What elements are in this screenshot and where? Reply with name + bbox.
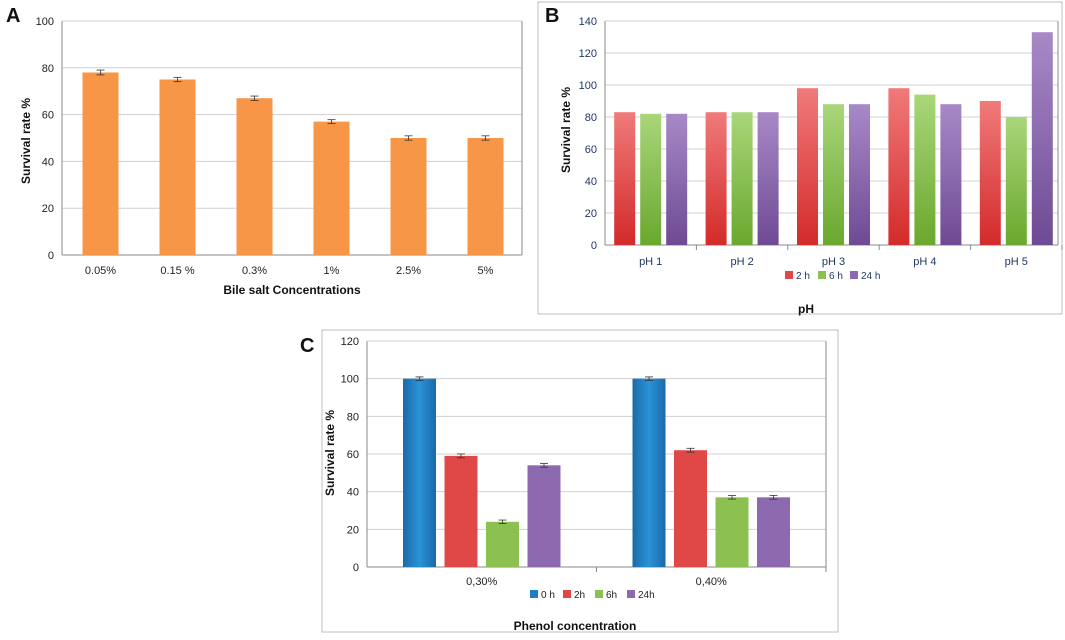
panel-c-xlabel: Phenol concentration [514, 619, 637, 633]
bar-c-0h [632, 378, 666, 567]
chart-b: 0 20 40 60 80 100 120 140 pH 1 pH 2 pH 3 pH 4 pH 5 2 … [579, 16, 1063, 282]
y-tick-label: 100 [36, 16, 54, 28]
legend-label: 24 h [861, 271, 880, 282]
bar-a-survivalrate [82, 72, 119, 255]
x-tick-label: 0.3% [242, 265, 267, 277]
y-tick-label: 20 [42, 203, 54, 215]
y-tick-label: 80 [585, 112, 597, 124]
legend-swatch-0h [530, 590, 538, 598]
legend-swatch-2h [563, 590, 571, 598]
panel-c-label: C [300, 335, 314, 357]
legend-label: 6 h [829, 271, 843, 282]
panel-c-ylabel: Survival rate % [323, 410, 337, 496]
bar-c-2h [674, 450, 707, 567]
x-tick-label: pH 1 [639, 256, 662, 268]
bar-b-2h [979, 101, 1001, 245]
x-tick-label: 0.05% [85, 265, 116, 277]
y-tick-label: 120 [579, 48, 597, 60]
bar-c-2h [444, 455, 478, 567]
bar-c-24h [527, 465, 561, 567]
y-tick-label: 60 [42, 110, 54, 122]
legend-label: 2 h [796, 271, 810, 282]
legend-swatch-24h [627, 590, 635, 598]
chart-a: 0 20 40 60 80 100 0.05% 0.15 % 0.3% 1% 2.5% 5% [36, 16, 523, 277]
bar-b-2h [888, 88, 910, 245]
bar-b-6h [914, 94, 936, 245]
x-tick-label: 1% [324, 265, 340, 277]
panel-c-frame [321, 329, 839, 633]
bar-b-24h [666, 113, 688, 245]
y-tick-label: 80 [347, 411, 359, 423]
bar-a-survivalrate [467, 138, 504, 255]
legend-swatch-6h [818, 271, 826, 279]
y-tick-label: 100 [341, 374, 359, 386]
bar-c-0h [403, 378, 436, 567]
bar-b-2h [797, 88, 818, 245]
bar-c-24h [757, 497, 790, 567]
y-tick-label: 40 [42, 156, 54, 168]
panel-b-ylabel: Survival rate % [559, 87, 573, 173]
panel-a-ylabel: Survival rate % [19, 98, 33, 184]
panel-b-label: B [545, 5, 559, 27]
legend-label: 24h [638, 590, 655, 601]
panel-a-xlabel: Bile salt Concentrations [223, 283, 361, 297]
y-tick-label: 80 [42, 63, 54, 75]
legend-swatch-2h [785, 271, 793, 279]
y-tick-label: 60 [347, 449, 359, 461]
bar-c-6h [486, 521, 519, 567]
panel-b-frame [537, 1, 1063, 315]
y-tick-label: 20 [347, 524, 359, 536]
y-tick-label: 100 [579, 80, 597, 92]
legend-label: 2h [574, 590, 585, 601]
bar-b-6h [823, 104, 844, 245]
bar-b-6h [640, 113, 662, 245]
bar-b-6h [1005, 117, 1027, 245]
x-tick-label: pH 2 [730, 256, 753, 268]
bar-b-24h [849, 104, 870, 245]
bar-b-6h [731, 112, 753, 245]
bar-b-24h [1031, 32, 1053, 246]
y-tick-label: 0 [591, 240, 597, 252]
bar-a-survivalrate [159, 79, 196, 255]
x-tick-label: pH 4 [913, 256, 936, 268]
x-tick-label: 5% [478, 265, 494, 277]
x-tick-label: 2.5% [396, 265, 421, 277]
x-tick-label: 0,40% [696, 576, 727, 588]
x-tick-label: pH 5 [1005, 256, 1028, 268]
y-tick-label: 20 [585, 208, 597, 220]
chart-c: 0 20 40 60 80 100 120 0,30% 0,40% 0 h 2h 6h 24h [341, 336, 827, 601]
panel-b-xlabel: pH [798, 302, 814, 316]
bar-a-survivalrate [390, 138, 427, 255]
y-tick-label: 140 [579, 16, 597, 28]
y-tick-label: 40 [585, 176, 597, 188]
x-tick-label: 0,30% [466, 576, 497, 588]
bar-b-2h [705, 112, 727, 245]
bar-a-survivalrate [236, 98, 273, 255]
legend-label: 6h [606, 590, 617, 601]
legend-label: 0 h [541, 590, 555, 601]
y-tick-label: 0 [353, 562, 359, 574]
legend-swatch-24h [850, 271, 858, 279]
y-tick-label: 60 [585, 144, 597, 156]
bar-b-24h [757, 112, 779, 245]
y-tick-label: 40 [347, 487, 359, 499]
bar-a-survivalrate [313, 121, 350, 256]
panel-a-label: A [6, 5, 20, 27]
bar-b-24h [940, 104, 962, 245]
legend-swatch-6h [595, 590, 603, 598]
bar-c-6h [715, 497, 749, 567]
x-tick-label: 0.15 % [160, 265, 194, 277]
y-tick-label: 0 [48, 250, 54, 262]
x-tick-label: pH 3 [822, 256, 845, 268]
bar-b-2h [614, 112, 636, 245]
y-tick-label: 120 [341, 336, 359, 348]
